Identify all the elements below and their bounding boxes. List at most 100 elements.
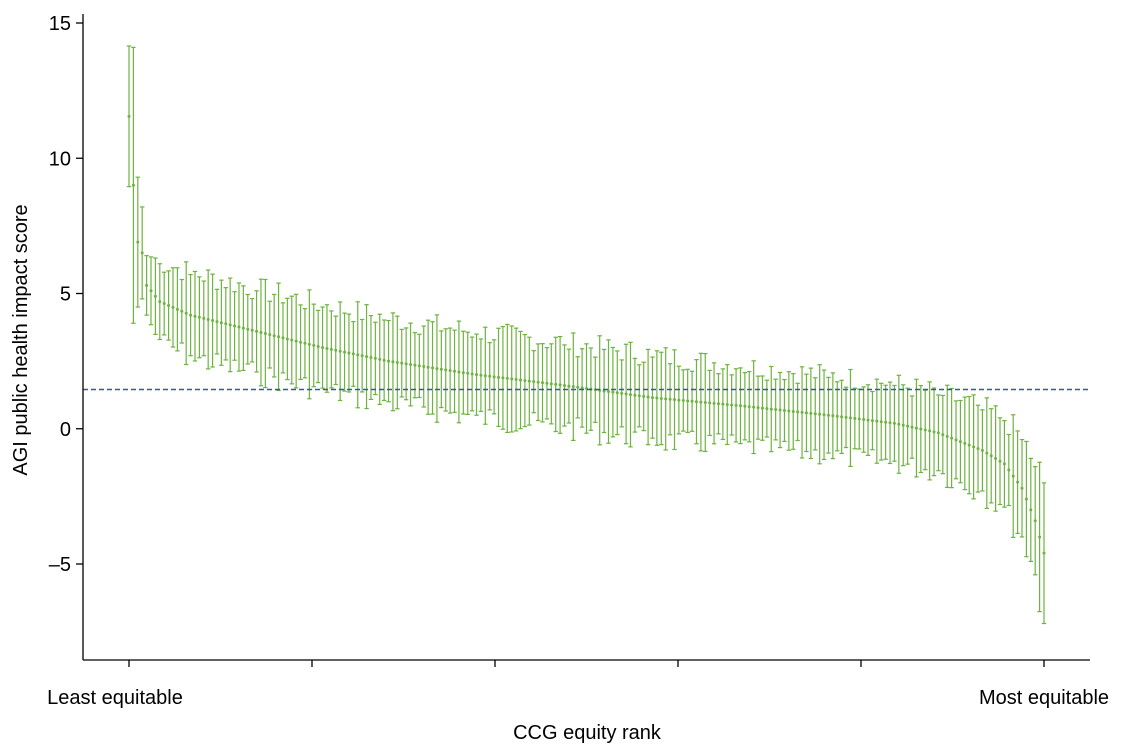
data-point — [510, 377, 514, 381]
data-point — [1024, 497, 1028, 501]
data-point — [787, 409, 791, 413]
data-point — [633, 393, 637, 397]
data-point — [884, 420, 888, 424]
data-point — [606, 390, 610, 394]
data-point — [954, 438, 958, 442]
data-point — [980, 448, 984, 452]
data-point — [497, 375, 501, 379]
data-point — [255, 329, 259, 333]
data-point — [822, 413, 826, 417]
data-point — [382, 358, 386, 362]
data-point — [923, 428, 927, 432]
data-point — [426, 365, 430, 369]
data-point — [782, 408, 786, 412]
data-point — [831, 414, 835, 418]
data-point — [299, 340, 303, 344]
data-point — [664, 397, 668, 401]
data-point — [1007, 468, 1011, 472]
data-point — [457, 370, 461, 374]
data-point — [998, 459, 1002, 463]
data-point — [536, 380, 540, 384]
data-point — [1011, 474, 1015, 478]
x-tick-label-most-equitable: Most equitable — [979, 687, 1109, 709]
data-point — [1033, 519, 1037, 523]
data-point — [888, 421, 892, 425]
data-point — [466, 371, 470, 375]
data-point — [347, 351, 351, 355]
data-point — [461, 371, 465, 375]
data-point — [826, 413, 830, 417]
y-tick-label: 15 — [49, 13, 71, 35]
data-point — [853, 416, 857, 420]
data-point — [360, 354, 364, 358]
data-point — [870, 419, 874, 423]
data-point — [162, 302, 166, 306]
data-point — [1020, 486, 1024, 490]
data-point — [519, 378, 523, 382]
data-point — [140, 251, 144, 255]
data-point — [417, 364, 421, 368]
data-point — [840, 415, 844, 419]
data-point — [796, 410, 800, 414]
data-point — [716, 402, 720, 406]
data-point — [523, 379, 527, 383]
data-point — [914, 426, 918, 430]
data-point — [131, 183, 135, 187]
data-point — [686, 399, 690, 403]
data-point — [628, 393, 632, 397]
data-point — [677, 398, 681, 402]
data-point — [228, 323, 232, 327]
data-point — [941, 433, 945, 437]
data-point — [211, 319, 215, 323]
data-point — [409, 363, 413, 367]
data-point — [963, 441, 967, 445]
data-point — [576, 385, 580, 389]
data-point — [184, 311, 188, 315]
data-point — [387, 359, 391, 363]
data-point — [329, 347, 333, 351]
data-point — [171, 305, 175, 309]
data-point — [259, 330, 263, 334]
data-point — [343, 350, 347, 354]
data-point — [857, 417, 861, 421]
data-point — [206, 317, 210, 321]
data-point — [167, 303, 171, 307]
data-point — [303, 341, 307, 345]
data-point — [791, 409, 795, 413]
data-point — [413, 363, 417, 367]
data-point — [866, 418, 870, 422]
data-point — [241, 326, 245, 330]
data-point — [580, 386, 584, 390]
data-point — [646, 395, 650, 399]
data-point — [989, 454, 993, 458]
data-point — [470, 372, 474, 376]
data-point — [215, 320, 219, 324]
x-tick-label-least-equitable: Least equitable — [47, 687, 183, 709]
data-point — [153, 294, 157, 298]
data-point — [734, 403, 738, 407]
data-point — [453, 369, 457, 373]
data-point — [985, 451, 989, 455]
data-point — [145, 283, 149, 287]
data-point — [272, 334, 276, 338]
data-point — [752, 405, 756, 409]
data-point — [967, 443, 971, 447]
data-point — [237, 325, 241, 329]
data-point — [756, 406, 760, 410]
data-point — [448, 369, 452, 373]
data-point — [505, 376, 509, 380]
data-point — [892, 421, 896, 425]
data-point — [928, 429, 932, 433]
data-point — [369, 356, 373, 360]
data-point — [567, 384, 571, 388]
data-point — [175, 307, 179, 311]
data-point — [668, 397, 672, 401]
data-point — [769, 407, 773, 411]
data-point — [233, 324, 237, 328]
data-point — [277, 335, 281, 339]
data-point — [492, 375, 496, 379]
data-point — [285, 337, 289, 341]
data-point — [818, 412, 822, 416]
data-point — [897, 422, 901, 426]
